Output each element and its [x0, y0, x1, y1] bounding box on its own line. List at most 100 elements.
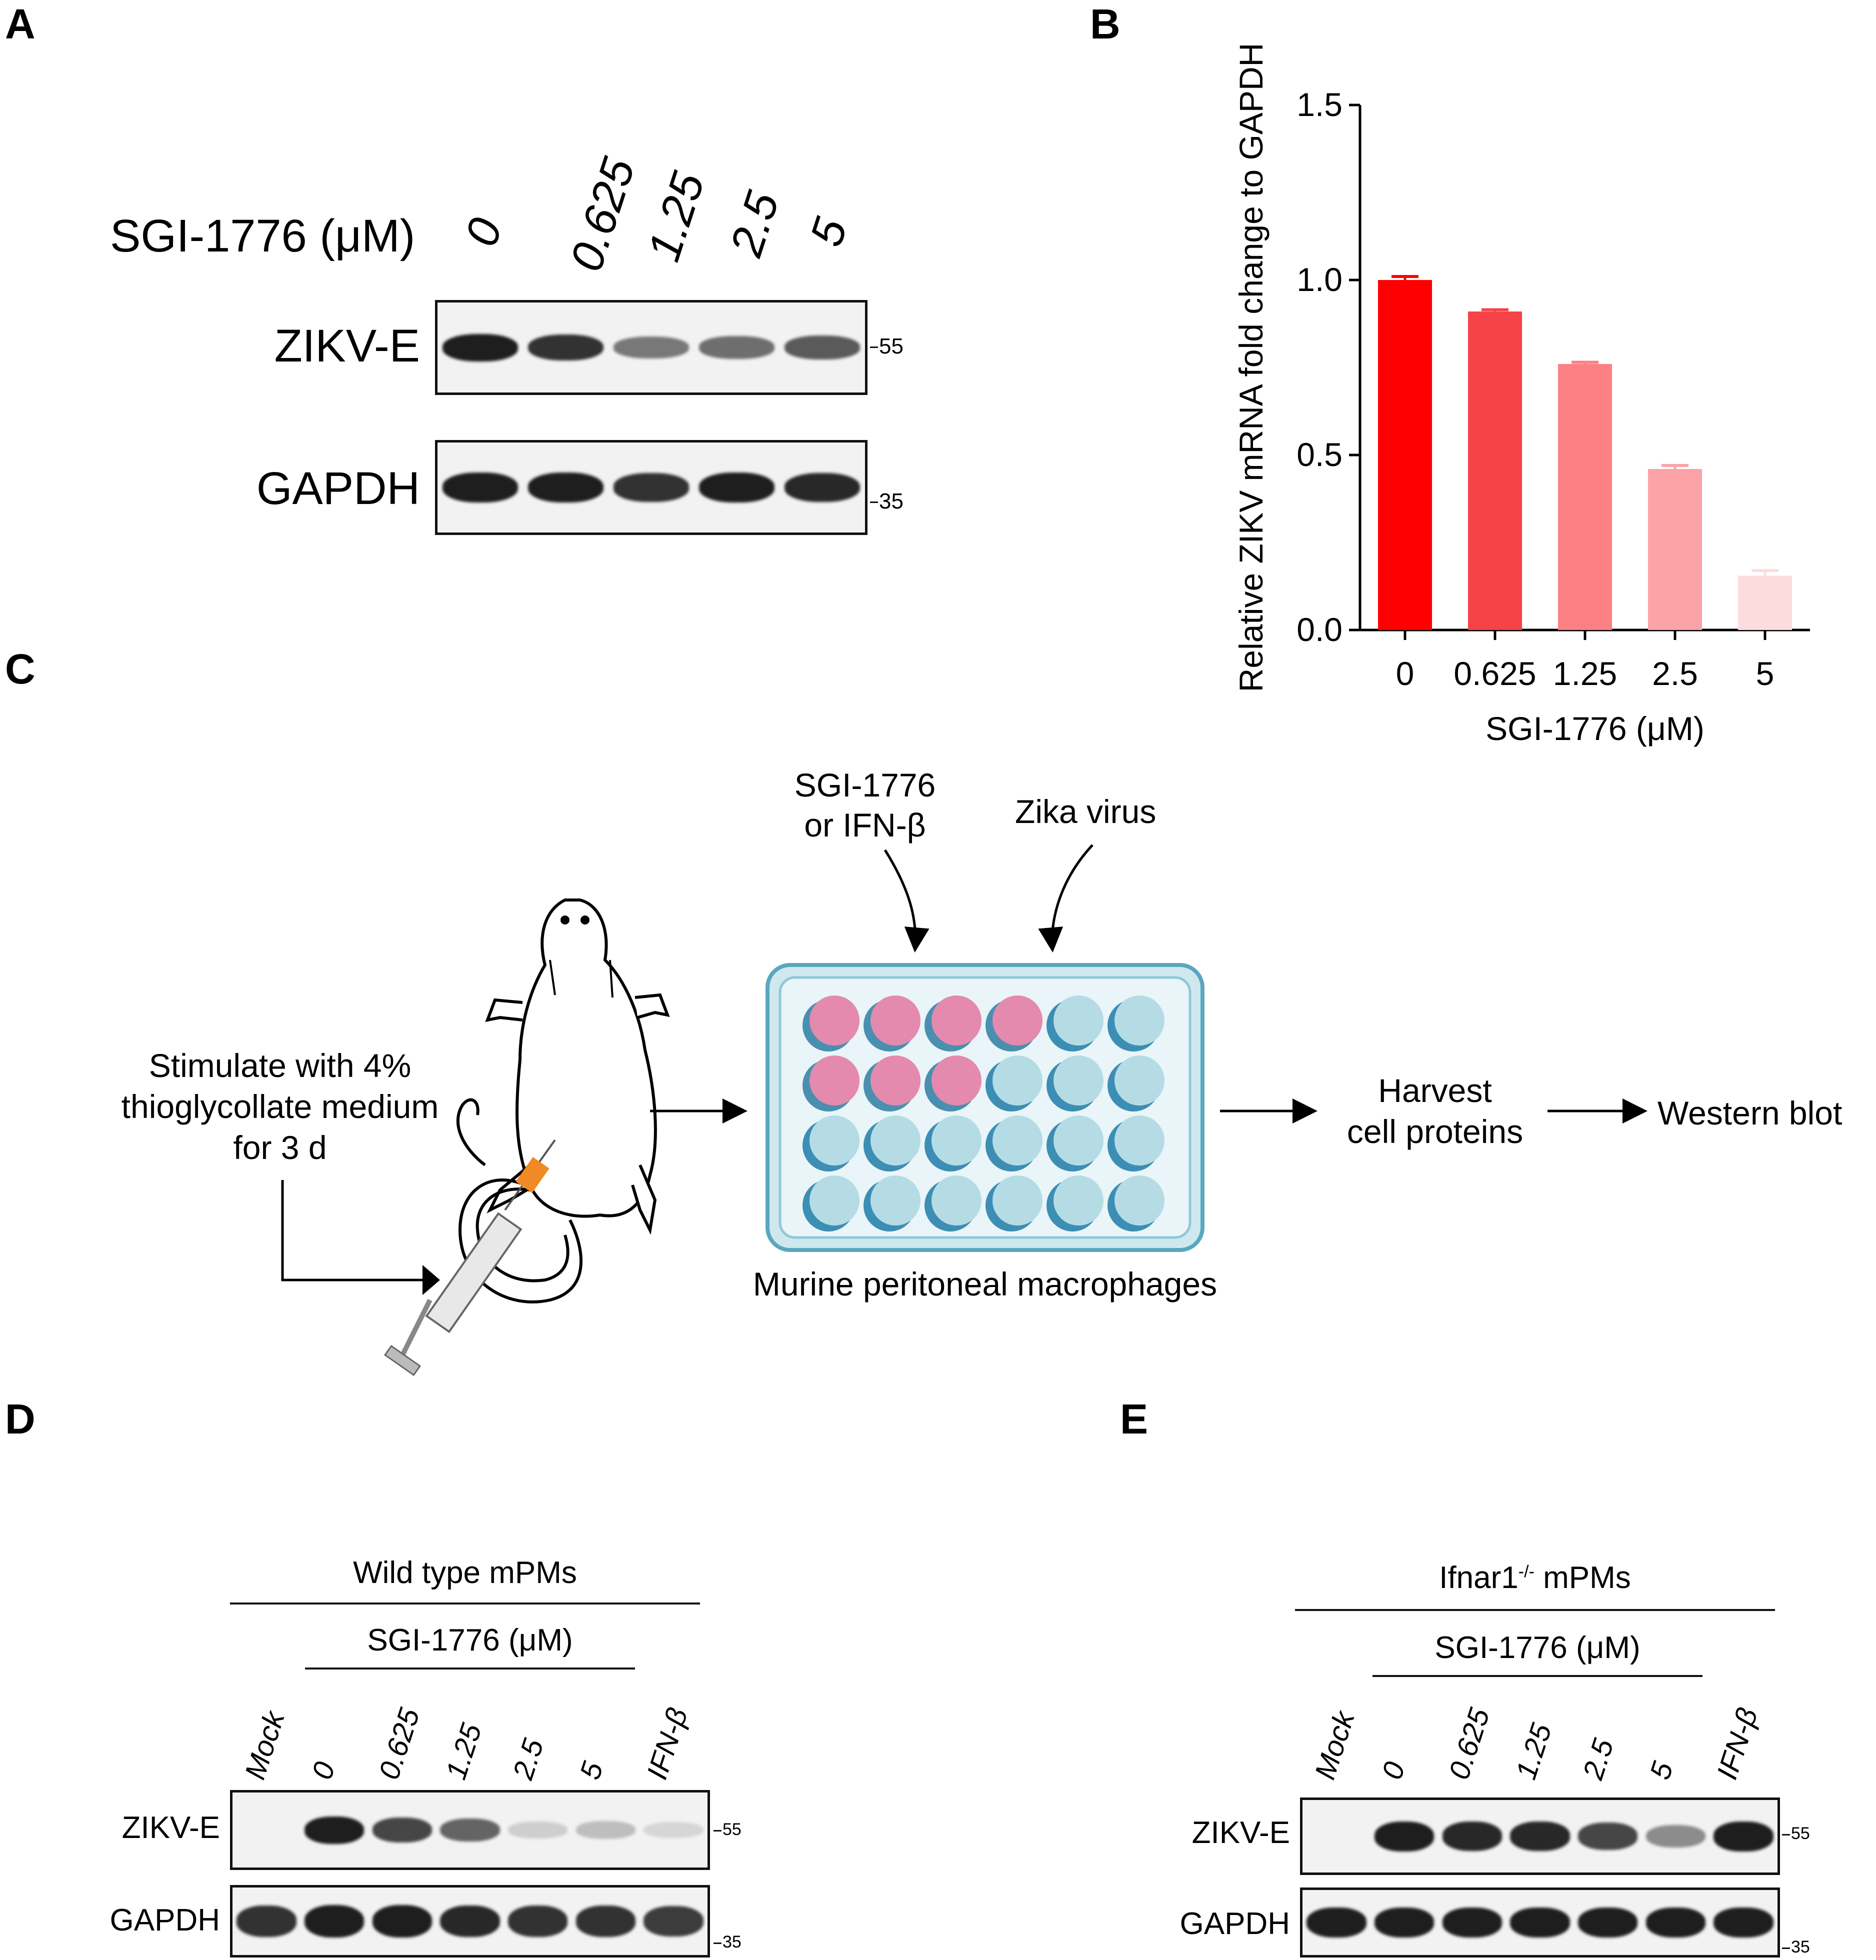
treatment-line-d	[305, 1668, 635, 1670]
bar	[1378, 280, 1432, 630]
blot-band	[1510, 1908, 1570, 1938]
blot-band	[1578, 1822, 1638, 1850]
y-tick-label: 0.5	[1296, 436, 1342, 473]
group-sup-e: -/-	[1518, 1562, 1534, 1582]
blot-band	[1374, 1821, 1434, 1852]
syringe-illustration	[384, 1139, 556, 1376]
blot-band	[1510, 1822, 1570, 1851]
y-tick-label: 0.0	[1296, 611, 1342, 648]
well-untreated	[870, 1176, 920, 1226]
row-label-gapdh-a: GAPDH	[256, 463, 420, 514]
blot-band	[644, 1906, 704, 1936]
blot-band	[1714, 1821, 1774, 1852]
treatment-line: SGI-1776	[794, 766, 936, 804]
blot-band	[528, 472, 604, 502]
blot-band	[1442, 1908, 1502, 1938]
arrowhead	[422, 1265, 440, 1295]
row-label-gapdh-e: GAPDH	[1180, 1906, 1290, 1941]
plate-label: Murine peritoneal macrophages	[752, 1266, 1218, 1302]
well-untreated	[992, 1116, 1042, 1166]
well-untreated	[810, 1176, 860, 1226]
treatment-label-a: SGI-1776 (μM)	[110, 210, 416, 262]
western-blot-gapdh-e	[1300, 1888, 1780, 1958]
y-tick-label: 1.0	[1296, 261, 1342, 298]
blot-band	[508, 1906, 568, 1937]
bar-chart: 0.0 0.5 1.0 1.5 0 0.625 1.25 2.5 5 SGI-1776 (μM) R…	[1232, 43, 1810, 747]
arrow-virus	[1038, 844, 1094, 952]
mw-marker: 55	[1782, 1824, 1810, 1843]
bar	[1468, 312, 1522, 630]
blot-band	[304, 1905, 364, 1938]
stimulate-line: thioglycollate medium	[121, 1088, 439, 1125]
row-label-gapdh-d: GAPDH	[110, 1903, 220, 1938]
x-tick-label: 0.625	[1454, 655, 1536, 692]
blot-band	[614, 473, 689, 502]
y-tick-label: 1.5	[1296, 86, 1342, 123]
bar	[1648, 469, 1702, 630]
well-untreated	[1114, 1176, 1164, 1226]
x-axis-label: SGI-1776 (μM)	[1486, 710, 1704, 747]
bar	[1738, 576, 1792, 630]
blot-band	[304, 1816, 364, 1844]
well-untreated	[1054, 1056, 1104, 1106]
blot-band	[442, 334, 518, 362]
well-untreated	[1114, 1056, 1164, 1106]
group-label-e: Ifnar1-/- mPMs	[1295, 1560, 1775, 1596]
blot-band	[372, 1905, 432, 1938]
row-label-zikv-a: ZIKV-E	[274, 320, 420, 372]
arrow-to-mouse	[281, 1180, 430, 1282]
well-untreated	[1054, 1116, 1104, 1166]
row-label-zikv-e: ZIKV-E	[1192, 1816, 1290, 1850]
panel-label-c: C	[5, 646, 36, 692]
panel-label-d: D	[5, 1396, 36, 1442]
harvest-line: cell proteins	[1346, 1113, 1524, 1150]
group-line-d	[230, 1602, 700, 1604]
panel-label-b: B	[1090, 0, 1120, 48]
blot-band	[1646, 1824, 1706, 1848]
blot-band	[699, 472, 774, 502]
virus-text: Zika virus	[1015, 793, 1156, 830]
mw-marker: 35	[1782, 1938, 1810, 1956]
well-treated	[870, 1056, 920, 1106]
western-blot-zikv-a	[435, 300, 868, 395]
well-untreated	[992, 1056, 1042, 1106]
harvest-line: Harvest	[1378, 1072, 1492, 1109]
blot-band	[1646, 1908, 1706, 1938]
stimulate-line: Stimulate with 4%	[148, 1047, 412, 1084]
blot-band	[1374, 1908, 1434, 1938]
western-blot-zikv-e	[1300, 1798, 1780, 1875]
well-plate	[766, 963, 1204, 1252]
blot-band	[1714, 1908, 1774, 1938]
panel-label-e: E	[1120, 1396, 1148, 1442]
blot-band	[784, 336, 860, 360]
group-suffix-e: mPMs	[1534, 1560, 1631, 1595]
bar	[1558, 364, 1612, 630]
stimulate-line: for 3 d	[233, 1129, 327, 1166]
well-untreated	[1054, 996, 1104, 1046]
well-treated	[932, 996, 982, 1046]
western-blot-gapdh-a	[435, 440, 868, 535]
well-untreated	[870, 1116, 920, 1166]
group-name-e: Ifnar1	[1439, 1560, 1518, 1595]
well-untreated	[1054, 1176, 1104, 1226]
x-tick-label: 2.5	[1652, 655, 1698, 692]
blot-band	[1306, 1908, 1366, 1938]
well-untreated	[992, 1176, 1042, 1226]
panel-label-a: A	[5, 0, 36, 48]
group-line-e	[1295, 1609, 1775, 1611]
treatment-line: or IFN-β	[804, 806, 926, 844]
well-treated	[992, 996, 1042, 1046]
well-untreated	[932, 1116, 982, 1166]
blot-band	[442, 472, 518, 502]
well-untreated	[810, 1116, 860, 1166]
x-tick-label: 1.25	[1553, 655, 1617, 692]
treatment-label-d: SGI-1776 (μM)	[367, 1623, 573, 1658]
mw-marker: 55	[870, 334, 904, 358]
well-treated	[870, 996, 920, 1046]
western-blot-zikv-d	[230, 1790, 710, 1870]
mw-marker: 55	[714, 1820, 742, 1839]
arrow-treatment	[884, 849, 930, 952]
treatment-text: SGI-1776 or IFN-β	[760, 765, 970, 845]
x-tick-label: 5	[1756, 655, 1774, 692]
